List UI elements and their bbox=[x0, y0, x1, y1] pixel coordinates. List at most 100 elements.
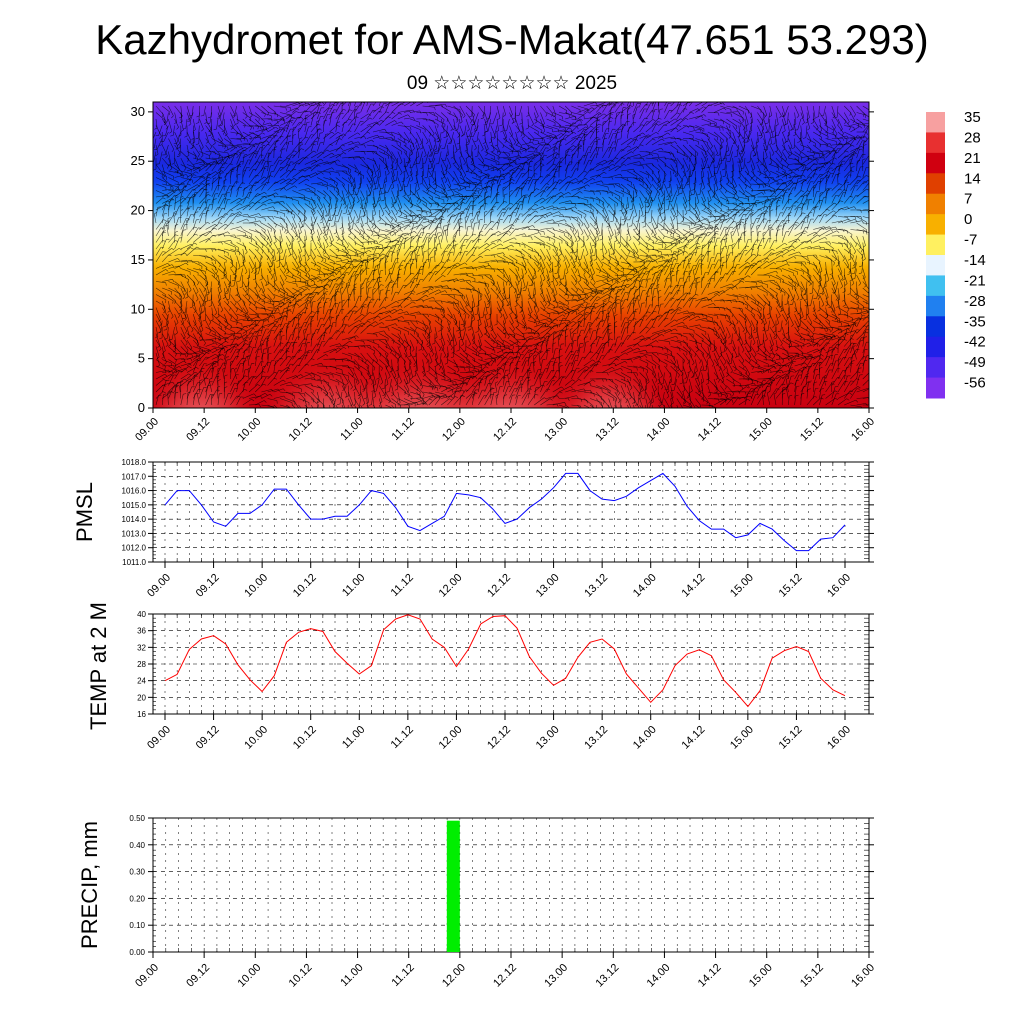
wind-barb bbox=[385, 120, 395, 126]
wind-barb bbox=[558, 125, 572, 130]
wind-barb bbox=[812, 118, 819, 128]
wind-barb-flag bbox=[526, 114, 530, 117]
wind-barb bbox=[403, 125, 412, 132]
wind-barb bbox=[459, 105, 466, 116]
wind-barb bbox=[645, 110, 653, 120]
wind-barb-flag bbox=[191, 137, 195, 140]
wind-barb bbox=[506, 118, 510, 131]
wind-barb bbox=[205, 138, 213, 147]
wind-barb bbox=[391, 102, 401, 107]
wind-barb bbox=[732, 118, 742, 125]
wind-barb bbox=[385, 138, 397, 142]
wind-barb bbox=[831, 105, 836, 117]
wind-barb-flag bbox=[810, 122, 814, 124]
wind-barb-flag bbox=[369, 96, 372, 97]
wind-barb-flag bbox=[419, 110, 422, 114]
wind-barb bbox=[156, 138, 163, 150]
wind-barb bbox=[831, 131, 841, 142]
wind-barb bbox=[285, 120, 291, 133]
wind-barb bbox=[261, 112, 272, 116]
wind-barb bbox=[546, 105, 554, 115]
wind-barb bbox=[583, 125, 591, 133]
wind-barb-flag bbox=[603, 113, 607, 116]
wind-barb bbox=[248, 112, 260, 119]
wind-barb bbox=[172, 125, 175, 136]
wind-barb bbox=[521, 125, 525, 137]
wind-barb-flag bbox=[836, 122, 840, 126]
wind-barb-flag bbox=[765, 131, 769, 133]
wind-barb bbox=[726, 118, 738, 127]
wind-barb bbox=[784, 105, 789, 117]
wind-barb bbox=[689, 128, 702, 133]
wind-barb-flag bbox=[765, 130, 768, 134]
wind-barb bbox=[493, 125, 498, 138]
wind-barb bbox=[428, 104, 442, 107]
wind-barb bbox=[403, 131, 410, 141]
wind-barb bbox=[763, 105, 768, 116]
wind-barb bbox=[242, 112, 251, 119]
wind-barb bbox=[676, 118, 686, 126]
wind-barb-flag bbox=[257, 126, 259, 130]
wind-barb bbox=[255, 128, 266, 133]
wind-barb-flag bbox=[871, 135, 874, 136]
wind-barb bbox=[806, 118, 811, 129]
wind-barb bbox=[565, 125, 578, 127]
wind-barb bbox=[230, 112, 236, 125]
wind-barb-flag bbox=[608, 103, 612, 105]
wind-barb-flag bbox=[454, 150, 458, 154]
wind-barb-flag bbox=[392, 112, 396, 114]
wind-barb bbox=[198, 112, 200, 123]
wind-barb bbox=[713, 107, 725, 113]
wind-barb-flag bbox=[503, 114, 506, 117]
wind-barb bbox=[509, 131, 516, 143]
wind-barb bbox=[279, 127, 286, 139]
wind-barb bbox=[248, 125, 261, 127]
wind-barb bbox=[484, 118, 488, 131]
wind-barb bbox=[819, 131, 829, 137]
wind-barb-flag bbox=[576, 126, 579, 130]
wind-barb-flag bbox=[400, 103, 404, 106]
wind-barb-flag bbox=[190, 147, 194, 149]
wind-barb-flag bbox=[755, 141, 759, 144]
wind-barb bbox=[496, 105, 501, 119]
wind-barb-flag bbox=[407, 114, 411, 118]
wind-barb bbox=[757, 131, 759, 142]
wind-barb-flag bbox=[243, 137, 246, 141]
wind-barb-flag bbox=[651, 110, 655, 112]
wind-barb-flag bbox=[553, 114, 556, 118]
wind-barb bbox=[329, 112, 333, 126]
wind-barb bbox=[794, 105, 800, 116]
wind-barb-flag bbox=[480, 117, 484, 119]
wind-barb bbox=[471, 112, 475, 124]
wind-barb bbox=[341, 130, 349, 139]
wind-barb bbox=[509, 105, 513, 115]
wind-barb-flag bbox=[565, 128, 567, 132]
wind-barb bbox=[230, 125, 238, 133]
wind-barb bbox=[217, 105, 221, 115]
wind-barb bbox=[571, 105, 581, 110]
wind-barb-flag bbox=[610, 112, 614, 114]
wind-barb bbox=[664, 103, 669, 113]
wind-barb-flag bbox=[350, 99, 353, 100]
wind-barb-flag bbox=[502, 145, 505, 149]
wind-barb-flag bbox=[758, 134, 762, 136]
wind-barb bbox=[799, 131, 802, 142]
wind-barb bbox=[521, 131, 531, 141]
wind-barb-flag bbox=[182, 128, 186, 130]
wind-barb-flag bbox=[260, 126, 262, 130]
wind-barb bbox=[366, 134, 378, 139]
wind-barb bbox=[775, 112, 779, 125]
wind-barb bbox=[695, 114, 704, 120]
wind-barb bbox=[825, 118, 829, 131]
wind-barb bbox=[657, 124, 665, 133]
wind-barb-flag bbox=[742, 139, 745, 143]
wind-barb-flag bbox=[534, 121, 538, 124]
wind-barb bbox=[775, 125, 777, 137]
wind-barb-flag bbox=[296, 111, 299, 114]
wind-barb bbox=[242, 131, 252, 138]
wind-barb-flag bbox=[635, 94, 638, 95]
wind-barb-flag bbox=[519, 122, 523, 125]
wind-barb bbox=[484, 112, 488, 122]
wind-barb-flag bbox=[436, 141, 440, 143]
wind-barb bbox=[794, 125, 797, 135]
